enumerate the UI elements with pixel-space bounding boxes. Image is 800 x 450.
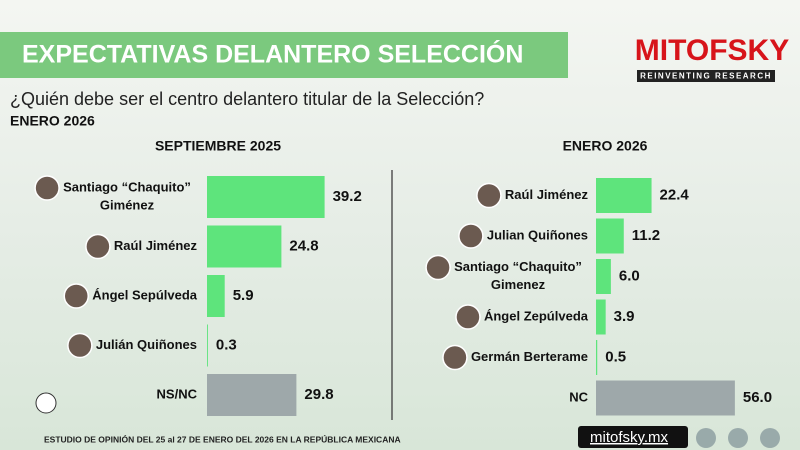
category-label: Santiago “Chaquito” [454, 259, 582, 274]
category-label: Raúl Jiménez [505, 187, 589, 202]
title-banner [0, 32, 568, 78]
bar [596, 218, 624, 254]
category-label: Germán Berterame [471, 349, 588, 364]
category-label: NS/NC [157, 386, 198, 401]
value-label: 3.9 [614, 308, 635, 325]
question: ¿Quién debe ser el centro delantero titu… [10, 89, 484, 109]
category-label: Santiago “Chaquito” [63, 179, 191, 194]
bar [596, 340, 598, 375]
tagline-bar [637, 70, 775, 82]
value-label: 6.0 [619, 267, 640, 284]
avatar [476, 182, 502, 209]
ball-icon [35, 392, 57, 414]
avatar [63, 283, 89, 309]
bar [207, 176, 325, 218]
bar [596, 299, 606, 335]
value-label: 56.0 [743, 389, 772, 406]
category-label: Ángel Sepúlveda [92, 287, 198, 302]
value-label: 0.5 [605, 348, 626, 365]
value-label: 24.8 [289, 237, 318, 254]
value-label: 39.2 [333, 188, 362, 205]
bar [596, 178, 652, 213]
category-label: Ángel Zepúlveda [484, 308, 589, 323]
value-label: 29.8 [304, 386, 333, 403]
bar [207, 324, 208, 367]
avatar [442, 344, 468, 371]
value-label: 11.2 [632, 227, 660, 244]
bar [596, 259, 611, 294]
avatar [67, 332, 93, 359]
category-label: Gimenez [491, 277, 546, 292]
avatar [425, 254, 451, 281]
bar [207, 225, 282, 268]
youtube-icon[interactable] [760, 428, 780, 448]
site-box [578, 426, 688, 448]
value-label: 0.3 [216, 336, 237, 353]
value-label: 22.4 [660, 186, 690, 203]
facebook-icon[interactable] [728, 428, 748, 448]
chart-title: ENERO 2026 [563, 138, 648, 154]
avatar [455, 304, 481, 330]
bar [207, 374, 297, 416]
tagline: REINVENTING RESEARCH [640, 72, 772, 81]
category-label: NC [569, 389, 588, 404]
value-label: 5.9 [233, 287, 254, 304]
brand: MITOFSKY [635, 34, 789, 67]
category-label: Giménez [100, 197, 155, 212]
avatar [85, 233, 111, 260]
category-label: Raúl Jiménez [114, 238, 198, 253]
avatar [34, 175, 60, 201]
category-label: Julian Quiñones [487, 227, 588, 242]
bar [596, 380, 735, 416]
site: mitofsky.mx [590, 429, 669, 446]
footer-note: ESTUDIO DE OPINIÓN DEL 25 al 27 DE ENERO… [44, 433, 401, 444]
x-icon[interactable] [696, 428, 716, 448]
period: ENERO 2026 [10, 113, 95, 129]
category-label: Julián Quiñones [96, 337, 197, 352]
chart-title: SEPTIEMBRE 2025 [155, 138, 281, 154]
avatar [458, 223, 484, 249]
bar [207, 275, 225, 317]
title: EXPECTATIVAS DELANTERO SELECCIÓN [22, 39, 523, 69]
